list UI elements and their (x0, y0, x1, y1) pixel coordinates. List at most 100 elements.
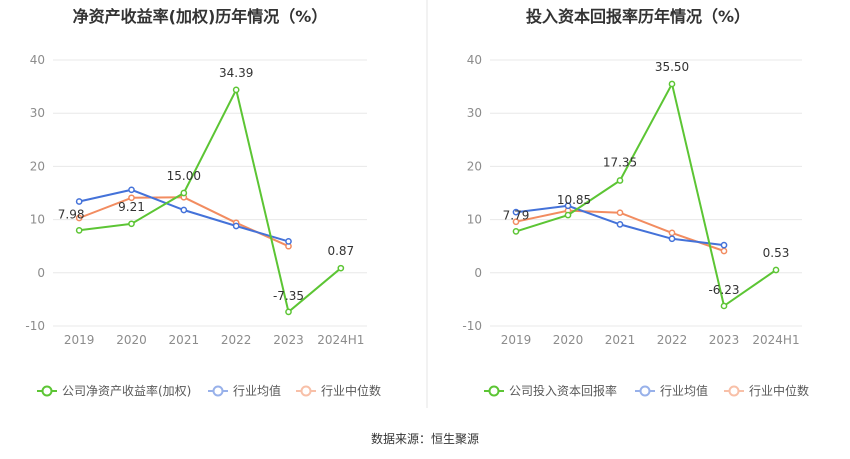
legend-item[interactable]: 公司投入资本回报率 (484, 383, 617, 398)
legend-item[interactable]: 公司净资产收益率(加权) (37, 383, 191, 398)
legend-marker-icon (728, 385, 740, 397)
x-tick-label: 2023 (273, 333, 304, 347)
y-tick-label: -10 (25, 319, 45, 333)
data-point[interactable] (512, 218, 520, 226)
y-tick-label: 30 (30, 106, 45, 120)
data-point[interactable] (180, 206, 188, 214)
x-tick-label: 2019 (501, 333, 532, 347)
y-axis: 40 30 20 10 0 -10 (462, 53, 482, 333)
data-point[interactable] (512, 228, 520, 235)
x-tick-label: 2022 (657, 333, 688, 347)
data-point[interactable] (720, 247, 728, 255)
legend-item[interactable]: 行业中位数 (724, 383, 809, 398)
legend-label: 行业中位数 (321, 383, 381, 398)
data-point[interactable] (285, 238, 292, 245)
y-tick-label: 10 (30, 213, 45, 227)
legend-marker-icon (639, 385, 651, 397)
x-tick-label: 2024H1 (317, 333, 364, 347)
data-point[interactable] (720, 302, 728, 310)
series-line (78, 196, 289, 248)
x-tick-label: 2022 (221, 333, 252, 347)
x-tick-label: 2021 (169, 333, 200, 347)
x-tick-label: 2023 (709, 333, 740, 347)
data-label: 34.39 (219, 66, 253, 80)
data-label: 10.85 (557, 193, 591, 207)
y-tick-label: 30 (467, 106, 482, 120)
grid (490, 59, 802, 327)
series-line (515, 209, 725, 252)
chart-title: 净资产收益率(加权)历年情况（%） (73, 7, 328, 26)
data-label: 15.00 (167, 169, 201, 183)
data-point[interactable] (668, 229, 676, 237)
roe-chart-panel: 净资产收益率(加权)历年情况（%） 40 30 20 10 0 -10 2019 20 20 2… (25, 7, 381, 398)
x-tick-label: 2019 (64, 333, 95, 347)
data-point[interactable] (668, 80, 676, 88)
data-label: 7.79 (503, 208, 530, 222)
data-label: 7.98 (58, 207, 85, 221)
series-group (512, 80, 780, 310)
legend-marker-icon (488, 385, 500, 397)
x-axis: 2019 2020 2021 2022 2023 2024H1 (501, 333, 800, 347)
data-point[interactable] (616, 221, 624, 228)
data-point[interactable] (285, 308, 292, 316)
x-tick-label: 2024H1 (752, 333, 799, 347)
y-tick-label: 20 (467, 159, 482, 173)
legend-item[interactable]: 行业均值 (208, 383, 281, 398)
grid (53, 59, 367, 327)
data-label: 9.21 (118, 200, 145, 214)
data-label: 0.53 (763, 246, 790, 260)
data-point[interactable] (720, 241, 728, 249)
data-label: 0.87 (327, 244, 354, 258)
legend-label: 行业均值 (660, 383, 708, 398)
data-label: -7.35 (273, 289, 304, 303)
data-point[interactable] (616, 209, 624, 217)
legend-item[interactable]: 行业中位数 (296, 383, 381, 398)
legend-marker-icon (300, 385, 312, 397)
data-point[interactable] (232, 222, 240, 230)
y-tick-label: -10 (462, 319, 482, 333)
legend-label: 行业中位数 (749, 383, 809, 398)
y-tick-label: 20 (30, 159, 45, 173)
legend-marker-icon (212, 385, 224, 397)
data-label: 17.35 (603, 155, 637, 169)
data-labels: 7.98 9.21 15.00 34.39 -7.35 0.87 (58, 66, 354, 303)
legend[interactable]: 公司净资产收益率(加权) 行业均值 行业中位数 (37, 383, 381, 398)
y-axis: 40 30 20 10 0 -10 (25, 53, 45, 333)
data-point[interactable] (616, 177, 624, 184)
y-tick-label: 0 (37, 266, 45, 280)
data-point[interactable] (232, 86, 240, 94)
y-tick-label: 0 (474, 266, 482, 280)
source-note: 数据来源：恒生聚源 (371, 431, 479, 446)
data-point[interactable] (564, 202, 572, 210)
data-point[interactable] (75, 198, 83, 205)
data-point[interactable] (337, 264, 345, 272)
y-tick-label: 40 (467, 53, 482, 67)
x-axis: 2019 2020 2021 2022 2023 2024H1 (64, 333, 365, 347)
legend-marker-icon (41, 385, 53, 397)
data-label: 35.50 (655, 60, 689, 74)
y-tick-label: 40 (30, 53, 45, 67)
chart-title: 投入资本回报率历年情况（%） (526, 7, 750, 26)
y-tick-label: 10 (467, 213, 482, 227)
data-label: -6.23 (708, 283, 739, 297)
legend[interactable]: 公司投入资本回报率 行业均值 行业中位数 (484, 383, 809, 398)
data-point[interactable] (128, 194, 135, 202)
series-line (79, 86, 342, 314)
data-point[interactable] (128, 186, 135, 194)
legend-label: 行业均值 (233, 383, 281, 398)
series-group (75, 86, 345, 316)
data-point[interactable] (564, 211, 572, 219)
data-point[interactable] (75, 226, 83, 234)
series-line (515, 81, 777, 308)
data-point[interactable] (180, 189, 188, 197)
x-tick-label: 2020 (553, 333, 584, 347)
legend-item[interactable]: 行业均值 (635, 383, 708, 398)
data-point[interactable] (668, 235, 676, 243)
roic-chart-panel: 投入资本回报率历年情况（%） 40 30 20 10 0 -10 2019 2020 2021… (462, 7, 809, 398)
data-point[interactable] (75, 214, 83, 222)
data-point[interactable] (128, 220, 135, 228)
data-point[interactable] (772, 266, 780, 274)
data-point[interactable] (512, 208, 520, 216)
x-tick-label: 2021 (605, 333, 636, 347)
